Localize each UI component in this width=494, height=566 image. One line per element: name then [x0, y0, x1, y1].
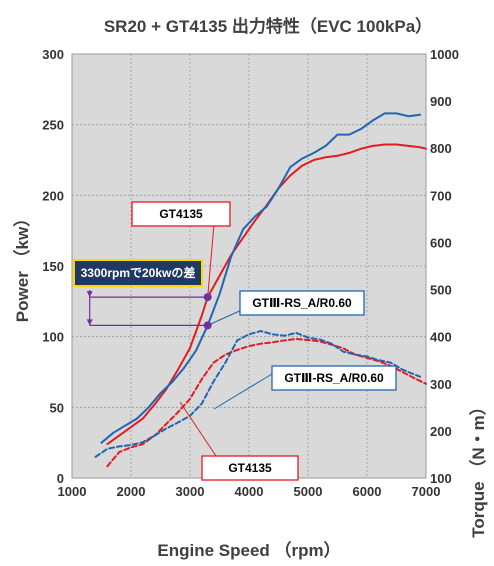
x-tick-label: 5000 — [294, 484, 323, 499]
gt4135-power-callout-text: GT4135 — [159, 207, 203, 221]
gt4135-torque-callout-text: GT4135 — [228, 461, 272, 475]
gtiii-torque-leader — [213, 373, 273, 410]
y-tick-label: 100 — [42, 330, 64, 345]
annotation-layer: 3300rpmで20kwの差 GT4135 GTⅢ-RS_A/R0.60 GTⅢ-RS… — [73, 201, 397, 481]
gtiii-torque-callout-text: GTⅢ-RS_A/R0.60 — [284, 371, 384, 385]
x-tick-label: 3000 — [176, 484, 205, 499]
gt4135-torque-leader — [179, 401, 219, 460]
diff-callout-text: 3300rpmで20kwの差 — [81, 265, 196, 280]
tick-labels: 1000 2000 3000 4000 5000 6000 7000 0 50 100 150 200… — [42, 47, 459, 499]
y2-tick-label: 400 — [430, 330, 452, 345]
y-tick-label: 200 — [42, 188, 64, 203]
diff-arrow-bottom — [86, 319, 93, 326]
gtiii-power-callout-box — [239, 290, 365, 316]
y-axis-title: Power （kw） — [12, 210, 32, 322]
series-line-torque-gt4135 — [106, 338, 427, 468]
series-layer — [94, 112, 427, 468]
gt4135-power-leader — [207, 223, 215, 298]
y2-tick-label: 600 — [430, 235, 452, 250]
y2-axis-title: Torque （N・m） — [468, 398, 488, 537]
y2-tick-label: 300 — [430, 377, 452, 392]
diff-callout-box — [73, 259, 203, 287]
y2-tick-label: 500 — [430, 283, 452, 298]
marker-point — [203, 293, 212, 302]
gt4135-power-callout-box — [131, 201, 231, 227]
gtiii-power-leader — [207, 308, 245, 326]
x-tick-label: 1000 — [58, 484, 87, 499]
y-tick-label: 300 — [42, 47, 64, 62]
y-tick-label: 250 — [42, 118, 64, 133]
y-tick-label: 50 — [50, 400, 64, 415]
x-tick-label: 7000 — [412, 484, 441, 499]
x-tick-label: 4000 — [235, 484, 264, 499]
x-tick-label: 6000 — [353, 484, 382, 499]
diff-arrow-top — [86, 291, 93, 298]
y-tick-label: 0 — [57, 471, 64, 486]
gtiii-power-callout-text: GTⅢ-RS_A/R0.60 — [252, 296, 352, 310]
series-line-torque-gtiii — [94, 330, 422, 458]
gt4135-torque-callout-box — [201, 455, 299, 481]
y2-tick-label: 1000 — [430, 47, 459, 62]
y2-tick-label: 200 — [430, 424, 452, 439]
y2-tick-label: 800 — [430, 141, 452, 156]
marker-point — [203, 321, 212, 330]
chart-title: SR20 + GT4135 出力特性（EVC 100kPa） — [104, 16, 432, 36]
y2-tick-label: 900 — [430, 94, 452, 109]
y-tick-label: 150 — [42, 259, 64, 274]
x-tick-label: 2000 — [117, 484, 146, 499]
gtiii-torque-callout-box — [271, 365, 397, 391]
series-line-power-gtiii — [100, 112, 422, 444]
x-axis-title: Engine Speed （rpm） — [157, 540, 340, 560]
y2-tick-label: 700 — [430, 188, 452, 203]
y2-tick-label: 100 — [430, 471, 452, 486]
